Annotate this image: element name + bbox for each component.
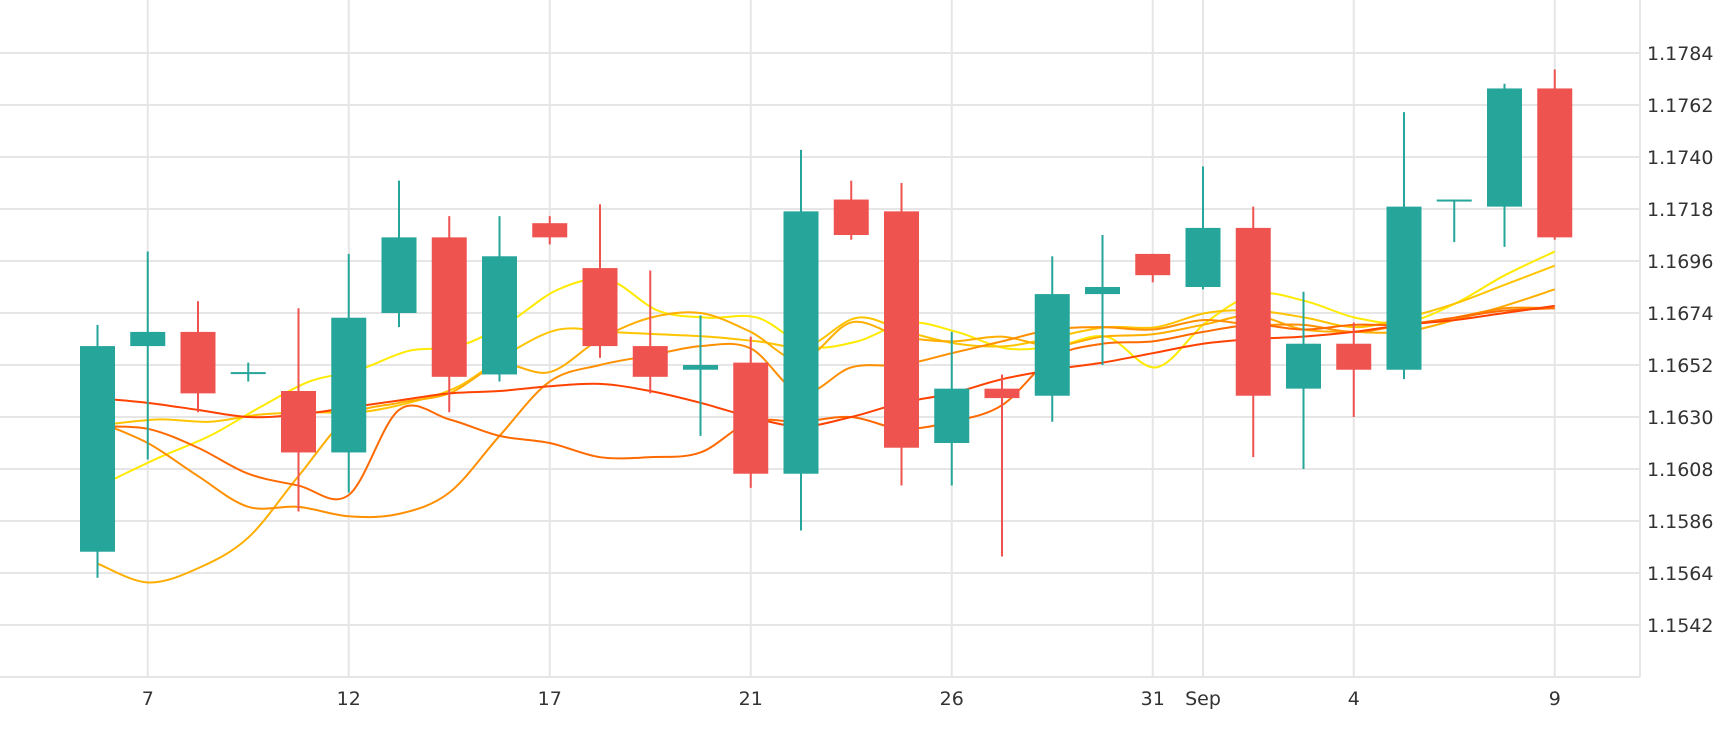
- candle-body: [1286, 343, 1321, 389]
- y-tick-label: 1.1740: [1647, 147, 1713, 169]
- x-tick-label: 31: [1141, 688, 1165, 710]
- x-tick-label: 21: [739, 688, 763, 710]
- candle-bearish: [1135, 253, 1171, 283]
- candle-body: [1135, 253, 1171, 276]
- candle-body: [80, 346, 115, 552]
- candle-bullish: [1185, 166, 1221, 290]
- candle-body: [281, 391, 316, 453]
- candle-bearish: [431, 216, 467, 413]
- candle-bearish: [532, 216, 568, 245]
- y-tick-label: 1.1696: [1647, 251, 1713, 273]
- candle-bearish: [884, 183, 919, 486]
- candle-body: [1436, 199, 1472, 202]
- y-tick-label: 1.1784: [1647, 43, 1713, 65]
- candle-body: [230, 372, 266, 375]
- candle-body: [733, 362, 769, 474]
- candle-bullish: [1386, 112, 1422, 380]
- x-tick-label: 4: [1348, 688, 1360, 710]
- candle-body: [1235, 227, 1271, 396]
- x-tick-label: Sep: [1185, 688, 1221, 710]
- candle-body: [482, 256, 517, 375]
- candle-body: [1537, 88, 1573, 238]
- candle-body: [431, 237, 467, 377]
- candle-bearish: [1336, 322, 1372, 417]
- x-tick-label: 26: [940, 688, 964, 710]
- candle-body: [833, 199, 869, 235]
- candle-bearish: [1537, 69, 1573, 240]
- candle-bearish: [281, 308, 316, 512]
- y-tick-label: 1.1608: [1647, 459, 1713, 481]
- x-tick-label: 17: [538, 688, 562, 710]
- candle-body: [632, 346, 668, 377]
- y-tick-label: 1.1586: [1647, 511, 1713, 533]
- candle-body: [130, 331, 166, 347]
- candle-bullish: [130, 251, 166, 460]
- candle-body: [1085, 287, 1120, 295]
- candle-body: [180, 331, 216, 394]
- y-tick-label: 1.1564: [1647, 563, 1713, 585]
- candle-bearish: [1235, 206, 1271, 458]
- x-tick-label: 9: [1549, 688, 1561, 710]
- y-tick-label: 1.1652: [1647, 355, 1713, 377]
- y-tick-label: 1.1718: [1647, 199, 1713, 221]
- candle-bearish: [582, 204, 618, 358]
- y-tick-label: 1.1542: [1647, 615, 1713, 637]
- candle-body: [1185, 227, 1221, 287]
- candle-body: [532, 223, 568, 238]
- candle-body: [1487, 88, 1522, 207]
- candle-bullish: [1487, 83, 1522, 247]
- candle-body: [683, 365, 718, 370]
- x-tick-label: 7: [142, 688, 154, 710]
- candle-bullish: [381, 180, 417, 328]
- candle-bearish: [733, 336, 769, 488]
- candle-bullish: [482, 216, 517, 382]
- candle-body: [331, 317, 367, 453]
- candle-bearish: [632, 270, 668, 394]
- y-tick-label: 1.1674: [1647, 303, 1713, 325]
- candle-bearish: [833, 180, 869, 240]
- candle-bullish: [230, 362, 266, 382]
- candle-body: [381, 237, 417, 313]
- candle-body: [783, 211, 819, 474]
- candle-body: [1386, 206, 1422, 370]
- candle-bullish: [1436, 199, 1472, 243]
- candle-body: [984, 388, 1020, 399]
- candle-body: [1336, 343, 1372, 370]
- candle-bearish: [984, 374, 1020, 557]
- x-tick-label: 12: [337, 688, 361, 710]
- candle-bearish: [180, 301, 216, 413]
- candle-bullish: [934, 331, 970, 486]
- candle-bullish: [783, 149, 819, 531]
- candle-bullish: [683, 315, 718, 436]
- y-tick-label: 1.1630: [1647, 407, 1713, 429]
- candle-body: [582, 268, 618, 347]
- candle-body: [934, 388, 970, 443]
- candle-bullish: [1286, 291, 1321, 469]
- y-tick-label: 1.1762: [1647, 95, 1713, 117]
- candle-body: [1034, 294, 1070, 396]
- candle-bullish: [1034, 256, 1070, 422]
- candle-bullish: [1085, 235, 1120, 365]
- candle-bullish: [331, 253, 367, 493]
- candle-body: [884, 211, 919, 448]
- axes: 1.1542 1.1564 1.1586 1.1608 1.1630 1.1652 1.16…: [142, 43, 1714, 710]
- candle-bullish: [80, 324, 115, 578]
- candles: [80, 69, 1573, 578]
